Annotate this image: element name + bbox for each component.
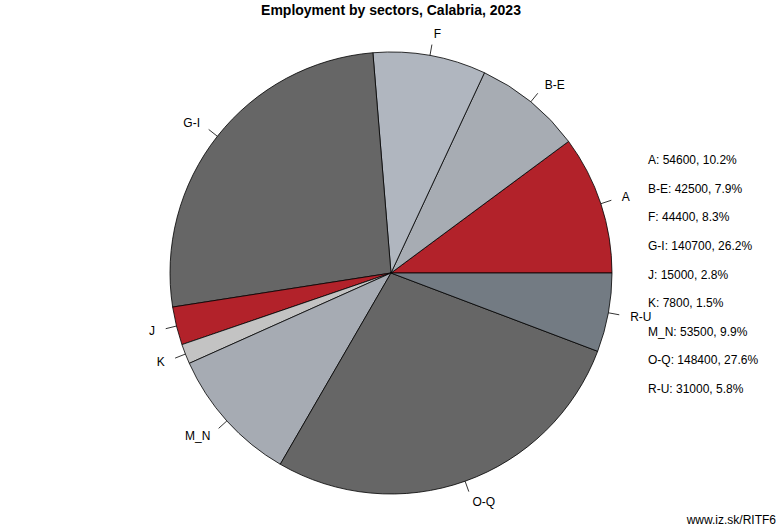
- label-line: [430, 45, 432, 56]
- slice-label: K: [157, 355, 165, 369]
- source: www.iz.sk/RITF6: [686, 513, 777, 527]
- legend-entry: A: 54600, 10.2%: [648, 153, 737, 167]
- title: Employment by sectors, Calabria, 2023: [261, 2, 521, 18]
- legend-entry: M_N: 53500, 9.9%: [648, 325, 748, 339]
- label-line: [175, 354, 185, 358]
- slice-label: B-E: [545, 78, 565, 92]
- slice: [170, 53, 391, 307]
- legend-entry: F: 44400, 8.3%: [648, 210, 730, 224]
- legend-entry: K: 7800, 1.5%: [648, 296, 724, 310]
- slice: [391, 273, 612, 351]
- legend-entry: O-Q: 148400, 27.6%: [648, 353, 758, 367]
- slice-label: F: [434, 27, 441, 41]
- label-line: [601, 200, 611, 203]
- legend-entry: R-U: 31000, 5.8%: [648, 382, 744, 396]
- slice-label: M_N: [185, 429, 210, 443]
- chart: Employment by sectors, Calabria, 2023 A B-…: [0, 0, 782, 532]
- slice-label: A: [622, 190, 630, 204]
- slice-label: R-U: [630, 310, 651, 324]
- label-line: [166, 326, 177, 329]
- legend: A: 54600, 10.2% B-E: 42500, 7.9% F: 44400,…: [648, 153, 758, 396]
- slice-label: O-Q: [473, 495, 496, 509]
- pie: A B-E F G-I J K M_N O-Q R-U: [149, 27, 651, 509]
- legend-entry: B-E: 42500, 7.9%: [648, 182, 742, 196]
- slice: [373, 52, 485, 273]
- label-line: [219, 421, 227, 428]
- slice-label: G-I: [183, 116, 200, 130]
- legend-entry: J: 15000, 2.8%: [648, 268, 728, 282]
- label-line: [209, 129, 218, 136]
- label-line: [465, 481, 469, 491]
- label-line: [608, 313, 619, 315]
- slice-label: J: [149, 324, 155, 338]
- label-line: [531, 93, 538, 102]
- legend-entry: G-I: 140700, 26.2%: [648, 239, 752, 253]
